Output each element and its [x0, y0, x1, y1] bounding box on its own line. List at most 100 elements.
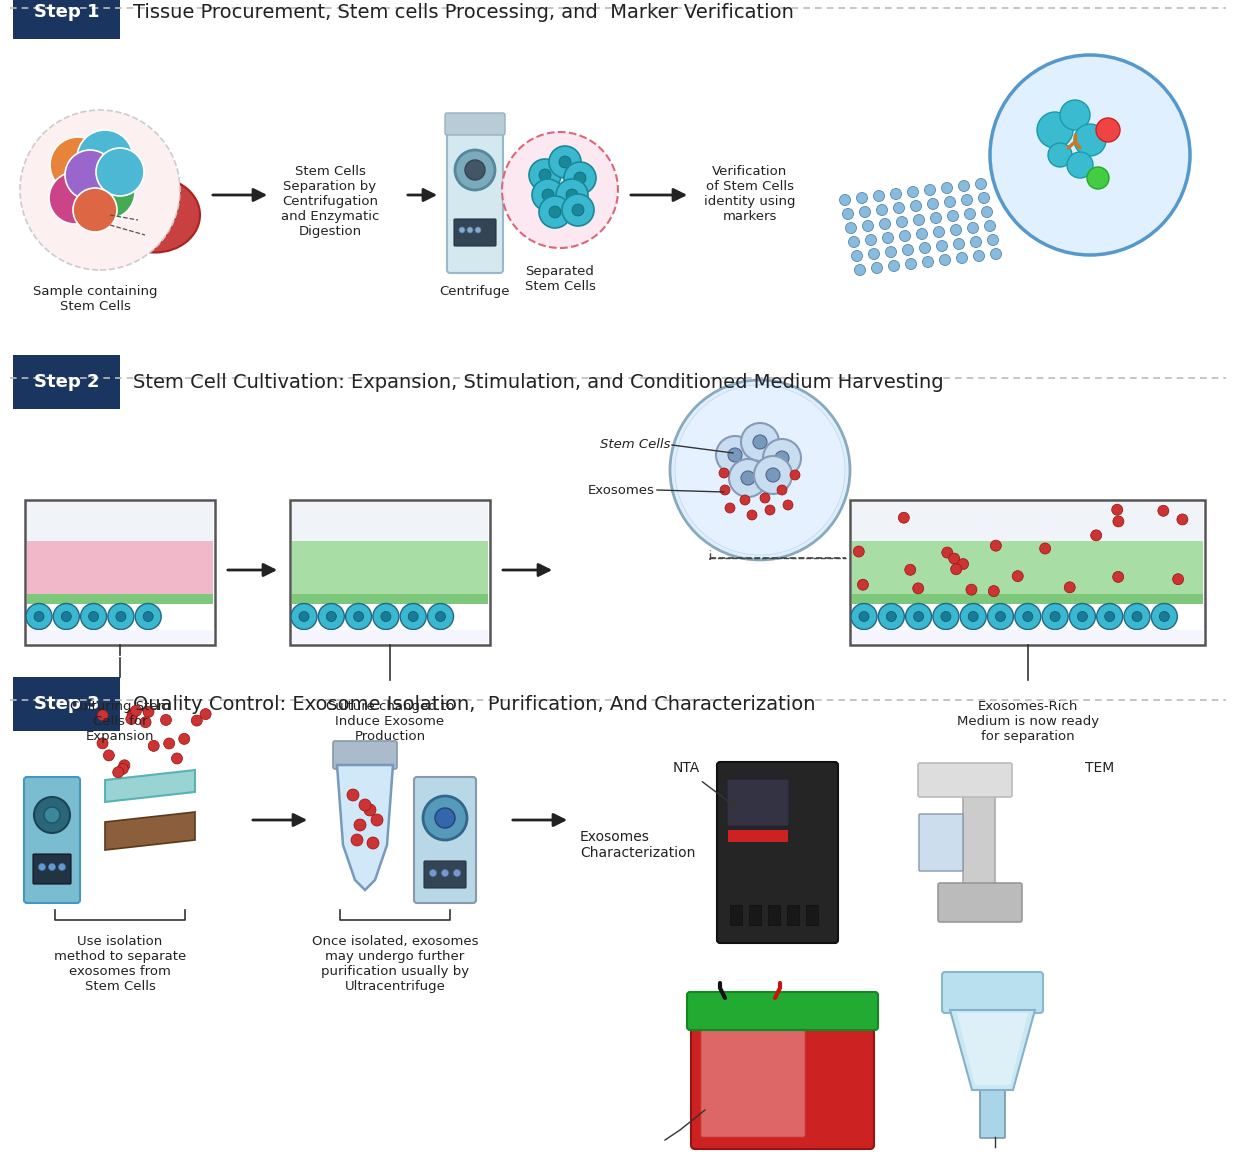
Circle shape	[53, 603, 79, 630]
Circle shape	[913, 214, 925, 226]
Circle shape	[670, 380, 850, 560]
Circle shape	[948, 211, 958, 221]
Text: Centrifuge: Centrifuge	[440, 285, 510, 298]
Circle shape	[89, 611, 99, 622]
Circle shape	[58, 864, 66, 871]
Text: Exosomes-Rich
Medium is now ready
for separation: Exosomes-Rich Medium is now ready for se…	[957, 699, 1099, 743]
Circle shape	[192, 714, 203, 726]
Circle shape	[852, 250, 863, 262]
Circle shape	[975, 178, 986, 190]
Circle shape	[941, 611, 950, 622]
FancyBboxPatch shape	[727, 779, 789, 826]
Circle shape	[880, 219, 890, 229]
Bar	[806, 906, 818, 925]
Circle shape	[754, 456, 792, 494]
Circle shape	[719, 468, 729, 478]
Circle shape	[1067, 152, 1093, 178]
Text: Step 2: Step 2	[33, 373, 99, 391]
FancyBboxPatch shape	[963, 783, 995, 917]
Circle shape	[906, 603, 932, 630]
Circle shape	[964, 208, 975, 220]
Circle shape	[675, 384, 845, 555]
Circle shape	[879, 603, 905, 630]
Circle shape	[1039, 543, 1051, 554]
Circle shape	[1173, 573, 1184, 585]
Circle shape	[931, 213, 942, 223]
Circle shape	[543, 189, 554, 201]
Circle shape	[1112, 571, 1124, 582]
Circle shape	[326, 611, 336, 622]
Bar	[852, 594, 1203, 603]
Bar	[292, 630, 488, 643]
Circle shape	[782, 500, 794, 510]
Circle shape	[942, 547, 953, 558]
FancyBboxPatch shape	[33, 853, 70, 884]
Circle shape	[455, 151, 494, 190]
Bar	[25, 500, 215, 645]
Text: Culture changed to
Induce Exosome
Production: Culture changed to Induce Exosome Produc…	[326, 699, 454, 743]
Circle shape	[854, 264, 865, 276]
Circle shape	[857, 192, 868, 204]
Circle shape	[574, 173, 586, 184]
Circle shape	[559, 156, 571, 168]
Circle shape	[539, 196, 571, 228]
Circle shape	[73, 188, 117, 232]
Circle shape	[353, 819, 366, 831]
Circle shape	[346, 603, 372, 630]
Circle shape	[351, 834, 363, 846]
Circle shape	[981, 206, 993, 218]
Circle shape	[131, 705, 142, 717]
Circle shape	[845, 222, 857, 234]
Circle shape	[98, 710, 109, 720]
FancyBboxPatch shape	[14, 677, 120, 731]
Circle shape	[913, 611, 923, 622]
Circle shape	[163, 738, 174, 749]
Ellipse shape	[120, 184, 176, 232]
Circle shape	[927, 198, 938, 210]
Text: Stem Cells: Stem Cells	[599, 439, 670, 452]
Text: NTA: NTA	[672, 761, 700, 775]
Circle shape	[1086, 167, 1109, 189]
Circle shape	[1074, 124, 1106, 156]
Bar	[292, 594, 488, 603]
FancyBboxPatch shape	[701, 1023, 805, 1137]
Bar	[27, 630, 213, 643]
Circle shape	[44, 807, 61, 823]
Circle shape	[1151, 603, 1178, 630]
Circle shape	[742, 423, 779, 461]
Circle shape	[988, 235, 999, 245]
Circle shape	[172, 753, 183, 764]
Circle shape	[1132, 611, 1142, 622]
Text: Culturing Stem
Cells for
Expansion: Culturing Stem Cells for Expansion	[69, 699, 171, 743]
Text: Verification
of Stem Cells
identity using
markers: Verification of Stem Cells identity usin…	[705, 164, 796, 223]
Ellipse shape	[110, 177, 200, 252]
Circle shape	[117, 763, 129, 775]
Text: Step 1: Step 1	[33, 3, 99, 21]
Bar	[852, 541, 1203, 601]
Circle shape	[363, 804, 376, 816]
Circle shape	[112, 767, 124, 778]
Circle shape	[760, 493, 770, 503]
Circle shape	[367, 837, 379, 849]
Circle shape	[974, 250, 985, 262]
Text: Exosomes
Characterization: Exosomes Characterization	[580, 830, 696, 860]
Circle shape	[766, 468, 780, 482]
Circle shape	[763, 439, 801, 477]
Circle shape	[1012, 571, 1023, 581]
Circle shape	[347, 789, 358, 801]
FancyBboxPatch shape	[414, 777, 476, 903]
Circle shape	[435, 611, 445, 622]
Circle shape	[985, 220, 995, 232]
Circle shape	[1096, 118, 1120, 142]
Circle shape	[990, 54, 1190, 255]
Circle shape	[933, 227, 944, 237]
Circle shape	[49, 137, 106, 193]
Circle shape	[790, 470, 800, 481]
Circle shape	[116, 611, 126, 622]
Circle shape	[135, 603, 161, 630]
Circle shape	[995, 611, 1006, 622]
Circle shape	[747, 510, 756, 520]
Circle shape	[859, 206, 870, 218]
Circle shape	[942, 183, 953, 193]
Circle shape	[49, 173, 101, 223]
